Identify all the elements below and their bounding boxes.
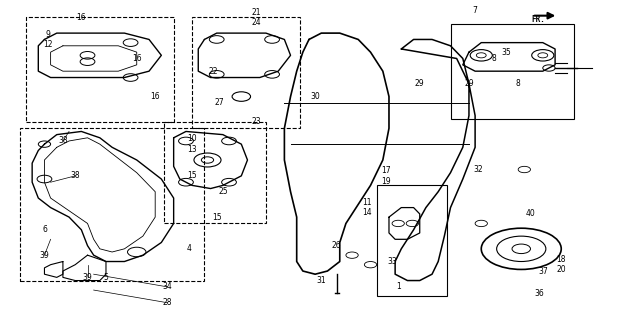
Text: 27: 27 [215, 99, 224, 108]
Text: 5: 5 [104, 273, 108, 282]
Text: 11
14: 11 14 [363, 198, 372, 217]
Text: 35: 35 [501, 48, 510, 57]
Text: FR.: FR. [531, 15, 546, 24]
Text: 25: 25 [218, 187, 227, 196]
Text: 39: 39 [83, 273, 93, 282]
Text: 6: 6 [42, 225, 47, 234]
Text: 16: 16 [77, 13, 86, 22]
Text: 8: 8 [491, 54, 496, 63]
Text: 37: 37 [538, 267, 548, 276]
Text: 26: 26 [332, 241, 342, 250]
Text: 15: 15 [187, 172, 197, 180]
Text: 8: 8 [516, 79, 520, 88]
Text: 16: 16 [132, 54, 142, 63]
Text: 32: 32 [473, 165, 483, 174]
Text: 39: 39 [40, 251, 49, 260]
Text: 38: 38 [70, 172, 80, 180]
Text: 29: 29 [415, 79, 425, 88]
Text: 21
24: 21 24 [252, 8, 261, 27]
Text: 34: 34 [163, 282, 172, 292]
Text: 18
20: 18 20 [556, 255, 566, 274]
Text: 10
13: 10 13 [187, 134, 197, 154]
Text: 17
19: 17 19 [381, 166, 391, 186]
Text: 29: 29 [464, 79, 474, 88]
Text: 15: 15 [212, 212, 221, 222]
Text: 40: 40 [525, 209, 535, 219]
Text: 7: 7 [473, 6, 478, 15]
Text: 16: 16 [150, 92, 160, 101]
Text: 4: 4 [187, 244, 192, 253]
Text: 30: 30 [310, 92, 320, 101]
Text: 28: 28 [163, 298, 172, 307]
Text: 33: 33 [387, 257, 397, 266]
Text: 23: 23 [252, 117, 261, 126]
Text: 36: 36 [535, 289, 544, 298]
Text: 9
12: 9 12 [43, 30, 53, 49]
Text: 1: 1 [396, 282, 400, 292]
Text: 38: 38 [58, 136, 68, 146]
Text: 31: 31 [316, 276, 326, 285]
Text: 22: 22 [209, 67, 218, 76]
